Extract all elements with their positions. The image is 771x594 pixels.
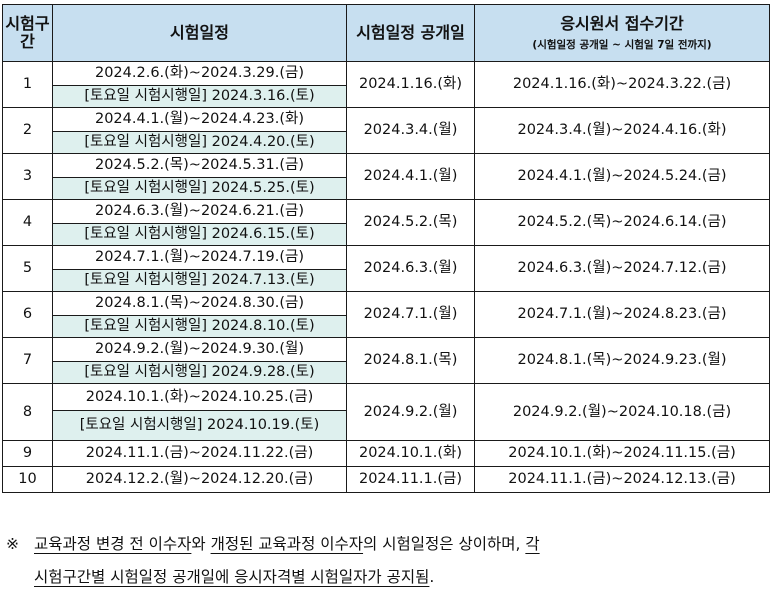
exam-period-text: 2024.5.2.(목)~2024.5.31.(금) xyxy=(53,154,346,178)
publish-date-cell: 2024.11.1.(금) xyxy=(346,466,475,493)
application-period-cell: 2024.9.2.(월)~2024.10.18.(금) xyxy=(474,383,770,441)
section-number-cell: 9 xyxy=(2,440,53,467)
table-row: 7 2024.9.2.(월)~2024.9.30.(월) [토요일 시험시행일] 2… xyxy=(2,337,770,384)
application-period-cell: 2024.6.3.(월)~2024.7.12.(금) xyxy=(474,245,770,292)
note-text-3: 개정된 교육과정 이수자 xyxy=(210,535,364,553)
schedule-cell: 2024.7.1.(월)~2024.7.19.(금) [토요일 시험시행일] 20… xyxy=(52,245,347,292)
footnote: ※ 교육과정 변경 전 이수자와 개정된 교육과정 이수자의 시험일정은 상이하며… xyxy=(2,528,769,594)
publish-date-cell: 2024.3.4.(월) xyxy=(346,107,475,154)
saturday-exam-date-text: [토요일 시험시행일] 2024.8.10.(토) xyxy=(53,315,346,337)
note-text-7: . xyxy=(429,568,435,586)
saturday-exam-date-text: [토요일 시험시행일] 2024.6.15.(토) xyxy=(53,223,346,245)
table-header-row: 시험구간 시험일정 시험일정 공개일 응시원서 접수기간 (시험일정 공개일 ~… xyxy=(2,4,770,62)
publish-date-cell: 2024.7.1.(월) xyxy=(346,291,475,338)
section-number-cell: 1 xyxy=(2,61,53,108)
table-row: 4 2024.6.3.(월)~2024.6.21.(금) [토요일 시험시행일] 2… xyxy=(2,199,770,246)
section-number-cell: 8 xyxy=(2,383,53,441)
exam-period-text: 2024.6.3.(월)~2024.6.21.(금) xyxy=(53,200,346,224)
publish-date-cell: 2024.5.2.(목) xyxy=(346,199,475,246)
note-text-4: 의 시험일정은 상이하며, xyxy=(363,535,526,553)
note-mark: ※ xyxy=(6,535,19,553)
publish-date-cell: 2024.1.16.(화) xyxy=(346,61,475,108)
schedule-cell: 2024.10.1.(화)~2024.10.25.(금) [토요일 시험시행일] … xyxy=(52,383,347,441)
schedule-cell: 2024.11.1.(금)~2024.11.22.(금) xyxy=(52,440,347,467)
application-period-cell: 2024.7.1.(월)~2024.8.23.(금) xyxy=(474,291,770,338)
exam-period-text: 2024.7.1.(월)~2024.7.19.(금) xyxy=(53,246,346,270)
publish-date-cell: 2024.4.1.(월) xyxy=(346,153,475,200)
table-row: 5 2024.7.1.(월)~2024.7.19.(금) [토요일 시험시행일] 2… xyxy=(2,245,770,292)
table-row: 9 2024.11.1.(금)~2024.11.22.(금) 2024.10.1.(… xyxy=(2,440,770,467)
application-period-cell: 2024.4.1.(월)~2024.5.24.(금) xyxy=(474,153,770,200)
schedule-cell: 2024.8.1.(목)~2024.8.30.(금) [토요일 시험시행일] 20… xyxy=(52,291,347,338)
note-text-5: 각 xyxy=(525,535,540,553)
footnote-line-2: 시험구간별 시험일정 공개일에 응시자격별 시험일자가 공지됨. xyxy=(2,561,769,594)
saturday-exam-date-text: [토요일 시험시행일] 2024.4.20.(토) xyxy=(53,131,346,153)
schedule-cell: 2024.9.2.(월)~2024.9.30.(월) [토요일 시험시행일] 20… xyxy=(52,337,347,384)
exam-period-text: 2024.8.1.(목)~2024.8.30.(금) xyxy=(53,292,346,316)
note-text-6: 시험구간별 시험일정 공개일에 응시자격별 시험일자가 공지됨 xyxy=(34,568,430,586)
section-number-cell: 3 xyxy=(2,153,53,200)
header-application-main: 응시원서 접수기간 xyxy=(560,13,684,33)
section-number-cell: 2 xyxy=(2,107,53,154)
saturday-exam-date-text: [토요일 시험시행일] 2024.3.16.(토) xyxy=(53,85,346,107)
section-number-cell: 5 xyxy=(2,245,53,292)
note-text-2: 와 xyxy=(191,535,211,553)
header-publish-date: 시험일정 공개일 xyxy=(346,4,475,62)
application-period-cell: 2024.8.1.(목)~2024.9.23.(월) xyxy=(474,337,770,384)
schedule-cell: 2024.2.6.(화)~2024.3.29.(금) [토요일 시험시행일] 20… xyxy=(52,61,347,108)
application-period-cell: 2024.3.4.(월)~2024.4.16.(화) xyxy=(474,107,770,154)
table-row: 3 2024.5.2.(목)~2024.5.31.(금) [토요일 시험시행일] 2… xyxy=(2,153,770,200)
exam-period-text: 2024.2.6.(화)~2024.3.29.(금) xyxy=(53,62,346,86)
saturday-exam-date-text: [토요일 시험시행일] 2024.10.19.(토) xyxy=(53,410,346,440)
publish-date-cell: 2024.6.3.(월) xyxy=(346,245,475,292)
saturday-exam-date-text: [토요일 시험시행일] 2024.7.13.(토) xyxy=(53,269,346,291)
header-application-period: 응시원서 접수기간 (시험일정 공개일 ~ 시험일 7일 전까지) xyxy=(474,4,770,62)
saturday-exam-date-text: [토요일 시험시행일] 2024.9.28.(토) xyxy=(53,361,346,383)
exam-period-text: 2024.9.2.(월)~2024.9.30.(월) xyxy=(53,338,346,362)
header-application-sub: (시험일정 공개일 ~ 시험일 7일 전까지) xyxy=(532,39,712,52)
schedule-cell: 2024.6.3.(월)~2024.6.21.(금) [토요일 시험시행일] 20… xyxy=(52,199,347,246)
application-period-cell: 2024.11.1.(금)~2024.12.13.(금) xyxy=(474,466,770,493)
section-number-cell: 10 xyxy=(2,466,53,493)
table-row: 1 2024.2.6.(화)~2024.3.29.(금) [토요일 시험시행일] 2… xyxy=(2,61,770,108)
schedule-cell: 2024.4.1.(월)~2024.4.23.(화) [토요일 시험시행일] 20… xyxy=(52,107,347,154)
schedule-cell: 2024.5.2.(목)~2024.5.31.(금) [토요일 시험시행일] 20… xyxy=(52,153,347,200)
publish-date-cell: 2024.9.2.(월) xyxy=(346,383,475,441)
saturday-exam-date-text: [토요일 시험시행일] 2024.5.25.(토) xyxy=(53,177,346,199)
footnote-line-1: ※ 교육과정 변경 전 이수자와 개정된 교육과정 이수자의 시험일정은 상이하며… xyxy=(2,528,769,561)
exam-schedule-table: 시험구간 시험일정 시험일정 공개일 응시원서 접수기간 (시험일정 공개일 ~… xyxy=(2,4,770,493)
publish-date-cell: 2024.10.1.(화) xyxy=(346,440,475,467)
header-section: 시험구간 xyxy=(2,4,53,62)
schedule-cell: 2024.12.2.(월)~2024.12.20.(금) xyxy=(52,466,347,493)
table-row: 6 2024.8.1.(목)~2024.8.30.(금) [토요일 시험시행일] 2… xyxy=(2,291,770,338)
exam-period-text: 2024.10.1.(화)~2024.10.25.(금) xyxy=(53,384,346,411)
section-number-cell: 4 xyxy=(2,199,53,246)
table-row: 2 2024.4.1.(월)~2024.4.23.(화) [토요일 시험시행일] 2… xyxy=(2,107,770,154)
exam-period-text: 2024.4.1.(월)~2024.4.23.(화) xyxy=(53,108,346,132)
application-period-cell: 2024.5.2.(목)~2024.6.14.(금) xyxy=(474,199,770,246)
note-text-1: 교육과정 변경 전 이수자 xyxy=(34,535,192,553)
publish-date-cell: 2024.8.1.(목) xyxy=(346,337,475,384)
section-number-cell: 6 xyxy=(2,291,53,338)
table-row: 8 2024.10.1.(화)~2024.10.25.(금) [토요일 시험시행일]… xyxy=(2,383,770,441)
application-period-cell: 2024.1.16.(화)~2024.3.22.(금) xyxy=(474,61,770,108)
table-row: 10 2024.12.2.(월)~2024.12.20.(금) 2024.11.1.… xyxy=(2,466,770,493)
header-schedule: 시험일정 xyxy=(52,4,347,62)
section-number-cell: 7 xyxy=(2,337,53,384)
application-period-cell: 2024.10.1.(화)~2024.11.15.(금) xyxy=(474,440,770,467)
